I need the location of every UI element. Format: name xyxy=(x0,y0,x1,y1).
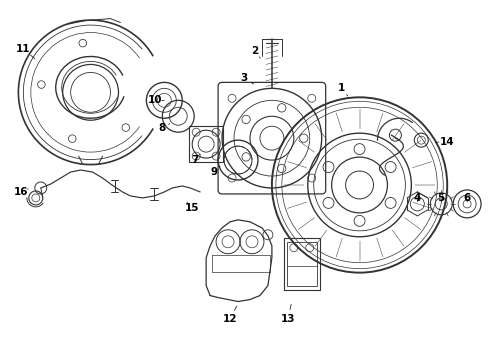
Text: 2: 2 xyxy=(251,45,258,55)
Text: 8: 8 xyxy=(159,123,165,133)
Text: 16: 16 xyxy=(14,187,28,197)
Text: 10: 10 xyxy=(148,95,163,105)
Text: 9: 9 xyxy=(210,167,217,177)
Bar xyxy=(283,238,319,289)
Text: 3: 3 xyxy=(240,73,247,84)
Text: 13: 13 xyxy=(280,314,294,324)
Text: 5: 5 xyxy=(437,193,444,203)
Text: 4: 4 xyxy=(413,193,420,203)
Text: 6: 6 xyxy=(463,193,470,203)
Text: 15: 15 xyxy=(184,203,199,213)
Text: 11: 11 xyxy=(16,44,30,54)
Text: 1: 1 xyxy=(337,84,345,93)
Text: 12: 12 xyxy=(223,314,237,324)
Bar xyxy=(286,242,316,285)
Text: 7: 7 xyxy=(191,155,199,165)
Bar xyxy=(189,126,223,162)
Text: 14: 14 xyxy=(439,137,454,147)
